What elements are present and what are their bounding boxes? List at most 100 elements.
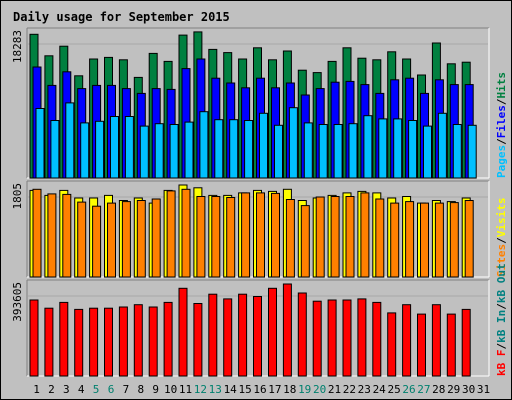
bar-kb-f-day-28 xyxy=(431,304,441,377)
x-axis-day-labels: 1 2 3 4 5 6 7 8 9 10 11 12 13 14 15 16 17 18 19 20 21 22 23 24 2… xyxy=(33,383,490,396)
bar-pages-day-25 xyxy=(393,118,403,179)
bar-pages-day-1 xyxy=(35,108,45,179)
legend-: / xyxy=(495,343,508,350)
bar-sites-day-22 xyxy=(345,196,355,278)
panel-hits-legend: Pages/Files/Hits xyxy=(495,72,508,178)
bar-sites-day-27 xyxy=(420,202,429,278)
x-tick-label-day-25: 25 xyxy=(387,383,400,396)
x-tick-label-day-22: 22 xyxy=(343,383,356,396)
bar-pages-day-4 xyxy=(80,122,90,179)
bar-sites-day-19 xyxy=(300,205,310,278)
panel-hits-max-label: 18283 xyxy=(11,30,24,63)
bar-kb-f-day-1 xyxy=(29,299,39,377)
bar-pages-day-8 xyxy=(139,125,149,179)
bar-kb-f-day-8 xyxy=(133,304,143,377)
legend-: / xyxy=(495,237,508,244)
panel-kbytes-legend: kB F/kB In/kB Out xyxy=(495,263,508,376)
bar-kb-f-day-30 xyxy=(461,308,471,377)
bar-pages-day-30 xyxy=(467,124,477,179)
chart-title: Daily usage for September 2015 xyxy=(13,10,230,24)
bar-pages-day-17 xyxy=(274,124,283,179)
bar-pages-day-19 xyxy=(303,122,313,179)
bar-kb-f-day-7 xyxy=(118,306,128,377)
bar-pages-day-27 xyxy=(423,125,432,179)
legend-pages: Pages xyxy=(495,145,508,178)
x-tick-label-day-12: 12 xyxy=(194,383,207,396)
x-tick-label-day-15: 15 xyxy=(238,383,251,396)
bar-kb-f-day-22 xyxy=(342,299,352,377)
bar-sites-day-12 xyxy=(196,196,206,278)
bar-pages-day-22 xyxy=(348,123,358,179)
bar-kb-f-day-27 xyxy=(417,313,426,377)
bar-kb-f-day-23 xyxy=(357,298,367,377)
bar-kb-f-day-21 xyxy=(327,299,337,377)
bar-kb-f-day-17 xyxy=(268,287,277,377)
bar-sites-day-24 xyxy=(375,198,385,278)
legend-sites: Sites xyxy=(495,244,508,277)
x-tick-label-day-5: 5 xyxy=(93,383,100,396)
bar-pages-day-26 xyxy=(408,120,418,179)
x-tick-label-day-14: 14 xyxy=(224,383,238,396)
bar-kb-f-day-6 xyxy=(104,307,113,377)
bar-sites-day-20 xyxy=(315,196,325,278)
chart-panels: 18283 Pages/Files/Hits 1805 Sites/Visits 393… xyxy=(11,27,508,377)
bar-sites-day-15 xyxy=(241,192,251,278)
bar-kb-f-day-3 xyxy=(59,301,69,377)
x-tick-label-day-23: 23 xyxy=(358,383,371,396)
bar-kb-f-day-2 xyxy=(44,307,54,377)
x-tick-label-day-13: 13 xyxy=(209,383,222,396)
x-tick-label-day-30: 30 xyxy=(462,383,475,396)
bar-sites-day-11 xyxy=(181,188,191,278)
bar-sites-day-14 xyxy=(226,197,236,278)
x-tick-label-day-7: 7 xyxy=(123,383,130,396)
x-tick-label-day-10: 10 xyxy=(164,383,177,396)
bar-sites-day-17 xyxy=(271,192,280,278)
bar-pages-day-16 xyxy=(259,112,268,179)
bar-sites-day-16 xyxy=(256,192,265,278)
bar-sites-day-5 xyxy=(92,205,102,278)
bar-sites-day-7 xyxy=(121,201,131,278)
bar-pages-day-18 xyxy=(288,107,298,179)
bar-pages-day-15 xyxy=(244,120,254,179)
bar-pages-day-12 xyxy=(199,111,209,179)
bar-kb-f-day-15 xyxy=(238,293,248,377)
bar-pages-day-14 xyxy=(229,119,239,179)
bar-kb-f-day-10 xyxy=(163,301,173,377)
panel-visits-legend: Sites/Visits xyxy=(495,198,508,278)
x-tick-label-day-31: 31 xyxy=(477,383,490,396)
bar-kb-f-day-12 xyxy=(193,303,203,377)
bar-kb-f-day-26 xyxy=(402,304,412,377)
panel-hits: 18283 Pages/Files/Hits xyxy=(11,27,508,179)
bar-kb-f-day-20 xyxy=(312,300,322,377)
bar-sites-day-2 xyxy=(47,193,57,278)
bar-pages-day-24 xyxy=(378,118,388,179)
x-tick-label-day-17: 17 xyxy=(268,383,281,396)
bar-pages-day-13 xyxy=(214,119,224,179)
bar-sites-day-18 xyxy=(285,199,295,278)
x-tick-label-day-1: 1 xyxy=(33,383,40,396)
bar-pages-day-20 xyxy=(318,124,328,179)
bar-kb-f-day-13 xyxy=(208,293,218,377)
bar-sites-day-4 xyxy=(77,201,87,278)
bar-pages-day-29 xyxy=(452,124,462,179)
bar-pages-day-5 xyxy=(95,120,105,179)
bar-kb-f-day-19 xyxy=(297,292,307,377)
bar-sites-day-23 xyxy=(360,192,370,278)
panel-kbytes-max-label: 393605 xyxy=(11,282,24,322)
bar-sites-day-8 xyxy=(136,200,146,278)
bar-sites-day-25 xyxy=(390,202,400,278)
bar-sites-day-21 xyxy=(330,196,340,278)
legend-hits: Hits xyxy=(495,72,508,99)
bar-sites-day-9 xyxy=(151,198,161,278)
bar-pages-day-11 xyxy=(184,121,194,179)
x-tick-label-day-6: 6 xyxy=(108,383,115,396)
bar-sites-day-1 xyxy=(32,188,42,278)
x-tick-label-day-4: 4 xyxy=(78,383,85,396)
bar-kb-f-day-5 xyxy=(89,307,99,377)
bar-pages-day-6 xyxy=(110,116,119,179)
legend-: / xyxy=(495,303,508,310)
bar-kb-f-day-11 xyxy=(178,287,188,377)
panel-visits-max-label: 1805 xyxy=(11,183,24,210)
